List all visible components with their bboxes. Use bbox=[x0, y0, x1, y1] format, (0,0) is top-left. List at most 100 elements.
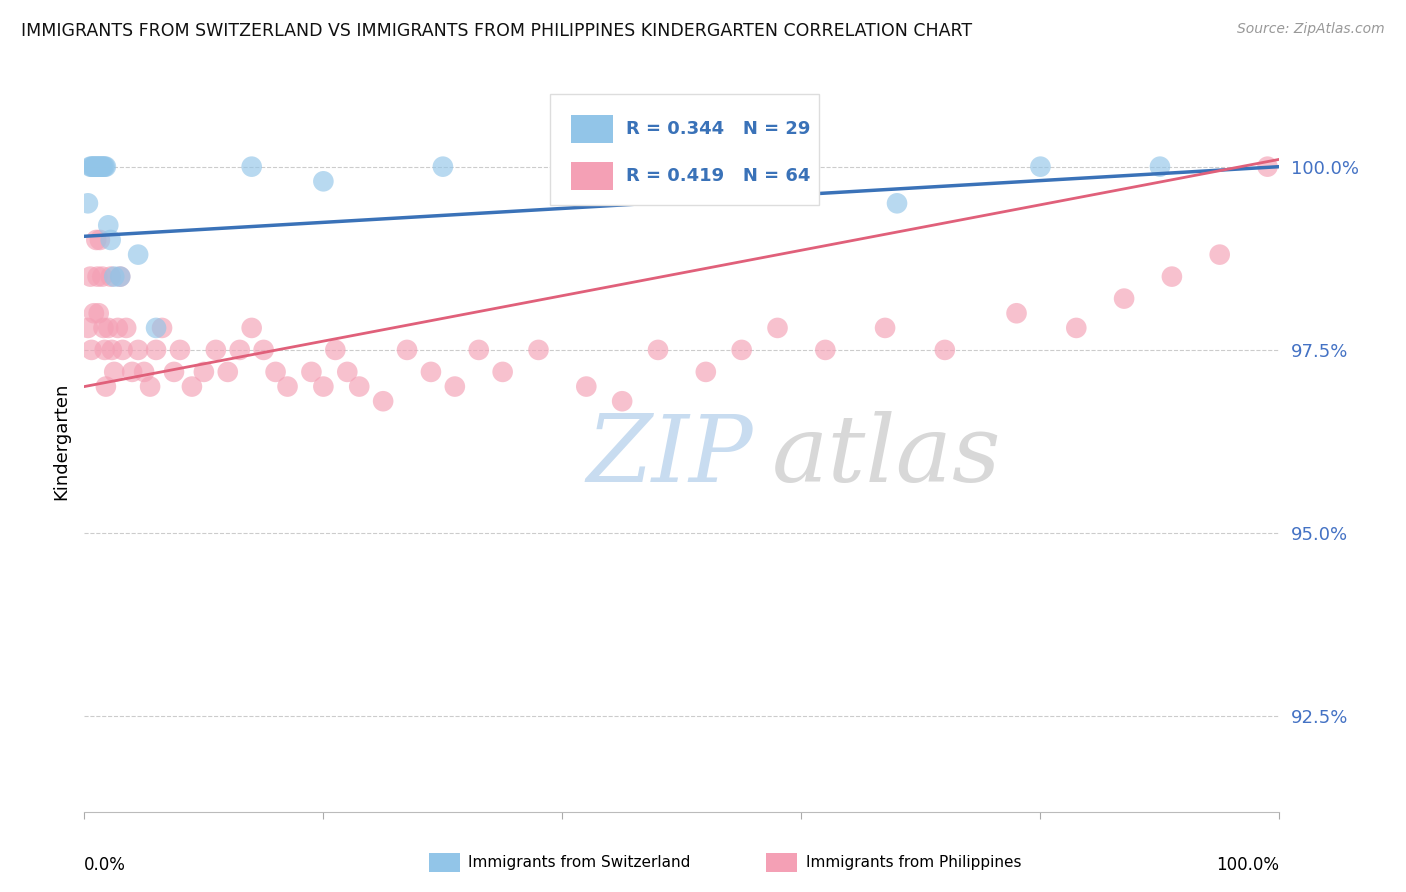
Text: R = 0.419   N = 64: R = 0.419 N = 64 bbox=[626, 167, 810, 185]
Point bbox=[121, 365, 143, 379]
Point bbox=[127, 343, 149, 357]
Point bbox=[814, 343, 837, 357]
Point bbox=[1005, 306, 1028, 320]
Point bbox=[1029, 160, 1052, 174]
Point bbox=[145, 343, 167, 357]
Point bbox=[468, 343, 491, 357]
Point bbox=[89, 233, 111, 247]
Point bbox=[325, 343, 347, 357]
Point bbox=[301, 365, 323, 379]
Point bbox=[79, 160, 101, 174]
Point bbox=[132, 365, 156, 379]
Point bbox=[253, 343, 276, 357]
Point bbox=[77, 196, 100, 211]
Point bbox=[91, 269, 114, 284]
Point bbox=[86, 233, 108, 247]
Point bbox=[110, 269, 132, 284]
Point bbox=[205, 343, 228, 357]
Point bbox=[551, 160, 574, 174]
Text: 0.0%: 0.0% bbox=[84, 856, 127, 874]
Point bbox=[336, 365, 359, 379]
Point bbox=[91, 160, 114, 174]
Point bbox=[84, 160, 107, 174]
Point bbox=[1149, 160, 1171, 174]
Point bbox=[695, 365, 717, 379]
Point bbox=[94, 160, 117, 174]
Point bbox=[83, 306, 105, 320]
Point bbox=[97, 321, 120, 335]
Point bbox=[83, 160, 105, 174]
Point bbox=[93, 160, 115, 174]
Point bbox=[87, 160, 110, 174]
Point bbox=[93, 160, 115, 174]
Point bbox=[107, 321, 129, 335]
Point bbox=[647, 343, 669, 357]
FancyBboxPatch shape bbox=[551, 94, 820, 204]
Point bbox=[373, 394, 395, 409]
Point bbox=[312, 379, 335, 393]
Point bbox=[103, 365, 125, 379]
Point bbox=[575, 379, 598, 393]
Point bbox=[115, 321, 138, 335]
Text: atlas: atlas bbox=[772, 411, 1001, 501]
Point bbox=[100, 269, 122, 284]
Point bbox=[612, 394, 634, 409]
Y-axis label: Kindergarten: Kindergarten bbox=[52, 383, 70, 500]
Point bbox=[80, 160, 103, 174]
Point bbox=[97, 219, 120, 233]
Point bbox=[277, 379, 299, 393]
Point bbox=[145, 321, 167, 335]
Text: R = 0.344   N = 29: R = 0.344 N = 29 bbox=[626, 120, 810, 138]
Point bbox=[1161, 269, 1184, 284]
Point bbox=[90, 160, 112, 174]
Text: Source: ZipAtlas.com: Source: ZipAtlas.com bbox=[1237, 22, 1385, 37]
Point bbox=[766, 321, 789, 335]
Point bbox=[492, 365, 515, 379]
Point bbox=[100, 233, 122, 247]
Point bbox=[875, 321, 897, 335]
FancyBboxPatch shape bbox=[571, 161, 613, 190]
Point bbox=[86, 269, 108, 284]
Point bbox=[127, 247, 149, 261]
Point bbox=[169, 343, 191, 357]
Text: Immigrants from Philippines: Immigrants from Philippines bbox=[806, 855, 1021, 870]
Point bbox=[396, 343, 419, 357]
Point bbox=[111, 343, 134, 357]
Text: IMMIGRANTS FROM SWITZERLAND VS IMMIGRANTS FROM PHILIPPINES KINDERGARTEN CORRELAT: IMMIGRANTS FROM SWITZERLAND VS IMMIGRANT… bbox=[21, 22, 972, 40]
Point bbox=[264, 365, 287, 379]
Point bbox=[89, 160, 111, 174]
Point bbox=[731, 343, 754, 357]
Point bbox=[240, 160, 263, 174]
Point bbox=[731, 160, 754, 174]
Point bbox=[87, 306, 110, 320]
Point bbox=[93, 321, 115, 335]
Text: ZIP: ZIP bbox=[586, 411, 754, 501]
Point bbox=[886, 196, 908, 211]
Text: 100.0%: 100.0% bbox=[1216, 856, 1279, 874]
Point bbox=[240, 321, 263, 335]
Point bbox=[163, 365, 186, 379]
Point bbox=[934, 343, 956, 357]
Point bbox=[229, 343, 252, 357]
Point bbox=[101, 343, 124, 357]
Point bbox=[139, 379, 162, 393]
Point bbox=[80, 343, 103, 357]
Point bbox=[93, 343, 115, 357]
Point bbox=[432, 160, 454, 174]
Point bbox=[110, 269, 132, 284]
Point bbox=[77, 321, 100, 335]
Point bbox=[82, 160, 104, 174]
Point bbox=[217, 365, 239, 379]
Point bbox=[312, 174, 335, 188]
Point bbox=[420, 365, 443, 379]
Point bbox=[1066, 321, 1088, 335]
Text: Immigrants from Switzerland: Immigrants from Switzerland bbox=[468, 855, 690, 870]
Point bbox=[79, 269, 101, 284]
FancyBboxPatch shape bbox=[571, 115, 613, 144]
Point bbox=[103, 269, 125, 284]
Point bbox=[86, 160, 108, 174]
Point bbox=[1114, 292, 1136, 306]
Point bbox=[444, 379, 467, 393]
Point bbox=[349, 379, 371, 393]
Point bbox=[86, 160, 108, 174]
